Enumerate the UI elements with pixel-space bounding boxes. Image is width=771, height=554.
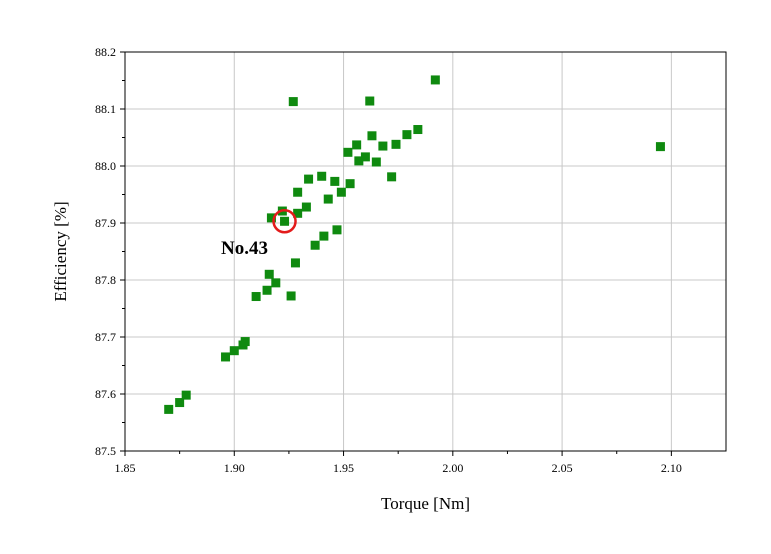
x-tick-label: 1.85 bbox=[115, 461, 136, 475]
data-point bbox=[319, 231, 329, 241]
data-point bbox=[317, 171, 327, 181]
data-point bbox=[360, 152, 370, 162]
data-point bbox=[345, 179, 355, 189]
data-point bbox=[181, 390, 191, 400]
data-point bbox=[371, 157, 381, 167]
data-point bbox=[264, 269, 274, 279]
x-tick-label: 1.95 bbox=[333, 461, 354, 475]
data-point bbox=[290, 258, 300, 268]
data-point bbox=[310, 240, 320, 250]
y-axis-label: Efficiency [%] bbox=[51, 201, 70, 301]
data-point bbox=[293, 208, 303, 218]
data-point bbox=[280, 216, 290, 226]
data-point bbox=[271, 278, 281, 288]
y-tick-label: 87.9 bbox=[95, 216, 116, 230]
y-tick-label: 87.6 bbox=[95, 387, 116, 401]
y-tick-label: 87.8 bbox=[95, 273, 116, 287]
data-point bbox=[286, 291, 296, 301]
highlight-group: No.43 bbox=[221, 209, 297, 259]
data-point bbox=[413, 125, 423, 135]
data-point bbox=[175, 398, 185, 408]
data-point bbox=[352, 140, 362, 150]
highlight-circle bbox=[272, 209, 297, 234]
data-point bbox=[164, 404, 174, 414]
data-point bbox=[288, 97, 298, 107]
data-point bbox=[354, 156, 364, 166]
axis-ticks: 1.85 1.90 1.95 2.00 2.05 2.10 87.5 87.6 87.7 87.8… bbox=[95, 45, 682, 475]
data-point bbox=[323, 194, 333, 204]
y-tick-label: 88.1 bbox=[95, 102, 116, 116]
data-point bbox=[266, 213, 276, 223]
data-point bbox=[330, 176, 340, 186]
y-tick-label: 88.0 bbox=[95, 159, 116, 173]
y-tick-label: 88.2 bbox=[95, 45, 116, 59]
y-tick-label: 87.5 bbox=[95, 444, 116, 458]
data-point bbox=[343, 147, 353, 157]
data-point bbox=[336, 187, 346, 197]
data-point bbox=[367, 131, 377, 141]
x-tick-label: 2.05 bbox=[552, 461, 573, 475]
data-point bbox=[402, 130, 412, 140]
data-point bbox=[391, 139, 401, 149]
data-point bbox=[229, 346, 239, 356]
data-point bbox=[240, 337, 250, 347]
data-point bbox=[221, 352, 231, 362]
data-point bbox=[332, 225, 342, 235]
data-point bbox=[251, 292, 261, 302]
highlight-label: No.43 bbox=[221, 238, 268, 259]
data-point bbox=[301, 202, 311, 212]
x-tick-label: 2.00 bbox=[442, 461, 463, 475]
data-point bbox=[304, 174, 314, 184]
data-point bbox=[378, 141, 388, 151]
data-point bbox=[262, 285, 272, 295]
grid bbox=[125, 52, 726, 451]
y-tick-label: 87.7 bbox=[95, 330, 116, 344]
data-point bbox=[430, 75, 440, 85]
x-axis-label: Torque [Nm] bbox=[381, 494, 470, 513]
x-tick-label: 1.90 bbox=[224, 461, 245, 475]
data-point bbox=[387, 172, 397, 182]
data-point bbox=[365, 96, 375, 106]
plot-frame bbox=[124, 51, 727, 452]
data-point bbox=[293, 187, 303, 197]
x-tick-label: 2.10 bbox=[661, 461, 682, 475]
data-point bbox=[655, 142, 665, 152]
